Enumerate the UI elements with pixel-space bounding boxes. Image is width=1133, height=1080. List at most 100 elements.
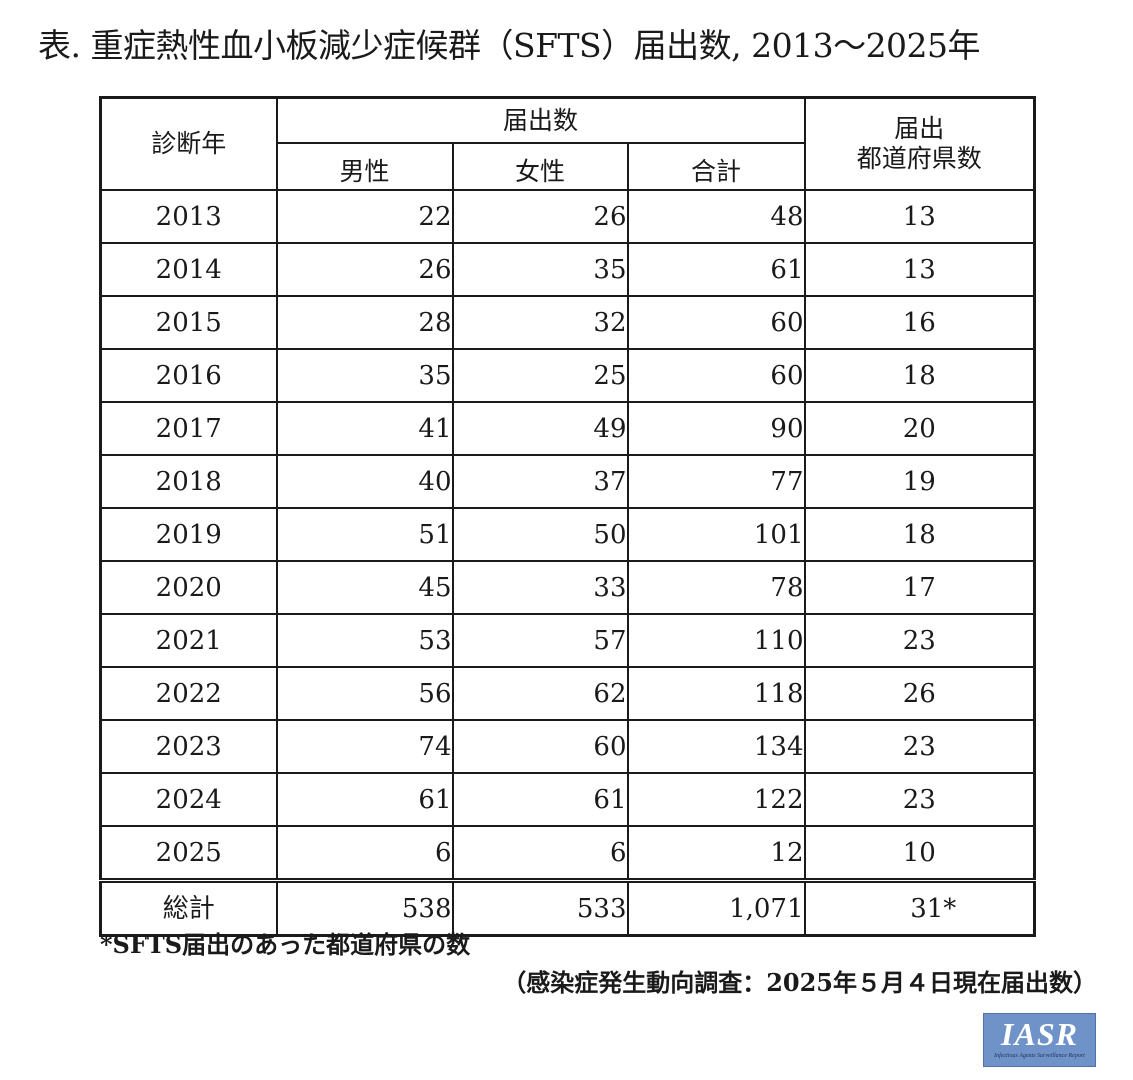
cell-female: 37 bbox=[451, 454, 629, 509]
cell-total: 48 bbox=[626, 189, 806, 244]
cell-total: 60 bbox=[626, 295, 806, 350]
cell-male: 74 bbox=[275, 719, 454, 774]
cell-total: 101 bbox=[626, 507, 806, 562]
header-prefectures: 届出 都道府県数 bbox=[803, 96, 1036, 191]
cell-year: 2017 bbox=[99, 401, 278, 456]
cell-prefectures: 20 bbox=[803, 401, 1036, 456]
cell-male: 41 bbox=[275, 401, 454, 456]
table-row: 2019 51 50 101 18 bbox=[99, 507, 1036, 562]
cell-total: 134 bbox=[626, 719, 806, 774]
cell-total: 110 bbox=[626, 613, 806, 668]
table-title: 表. 重症熱性血小板減少症候群（SFTS）届出数, 2013～2025年 bbox=[38, 26, 981, 65]
table-row: 2016 35 25 60 18 bbox=[99, 348, 1036, 403]
cell-female: 6 bbox=[451, 825, 629, 882]
cell-prefectures: 13 bbox=[803, 242, 1036, 297]
header-male: 男性 bbox=[275, 142, 454, 191]
cell-total: 77 bbox=[626, 454, 806, 509]
cell-year: 2021 bbox=[99, 613, 278, 668]
cell-prefectures: 19 bbox=[803, 454, 1036, 509]
cell-male: 22 bbox=[275, 189, 454, 244]
iasr-logo-subtitle: Infectious Agents Surveillance Report bbox=[994, 1053, 1085, 1059]
cell-female: 61 bbox=[451, 772, 629, 827]
table-row: 2015 28 32 60 16 bbox=[99, 295, 1036, 350]
cell-prefectures: 13 bbox=[803, 189, 1036, 244]
cell-year: 2019 bbox=[99, 507, 278, 562]
cell-total: 78 bbox=[626, 560, 806, 615]
header-row-top: 診断年 届出数 届出 都道府県数 bbox=[99, 96, 1036, 191]
header-row-bottom: 男性 女性 合計 bbox=[101, 142, 1035, 191]
cell-female: 49 bbox=[451, 401, 629, 456]
cell-male: 28 bbox=[275, 295, 454, 350]
cell-female: 26 bbox=[451, 189, 629, 244]
table-row: 2017 41 49 90 20 bbox=[99, 401, 1036, 456]
cell-prefectures: 10 bbox=[803, 825, 1036, 882]
cell-female: 50 bbox=[451, 507, 629, 562]
cell-prefectures: 16 bbox=[803, 295, 1036, 350]
grand-total-total: 1,071 bbox=[626, 878, 806, 937]
cell-year: 2014 bbox=[99, 242, 278, 297]
cell-prefectures: 23 bbox=[803, 719, 1036, 774]
cell-year: 2020 bbox=[99, 560, 278, 615]
header-female: 女性 bbox=[451, 142, 629, 191]
grand-total-prefectures: 31* bbox=[910, 893, 957, 924]
cell-male: 35 bbox=[275, 348, 454, 403]
cell-year: 2016 bbox=[99, 348, 278, 403]
header-year: 診断年 bbox=[99, 96, 278, 191]
table-row: 2023 74 60 134 23 bbox=[99, 719, 1036, 774]
header-prefectures-line1: 届出 bbox=[894, 114, 945, 143]
cell-total: 90 bbox=[626, 401, 806, 456]
cell-female: 62 bbox=[451, 666, 629, 721]
cell-prefectures: 18 bbox=[803, 348, 1036, 403]
cell-prefectures: 18 bbox=[803, 507, 1036, 562]
table-header: 診断年 届出数 届出 都道府県数 男性 女性 合計 bbox=[99, 96, 1036, 191]
cell-male: 40 bbox=[275, 454, 454, 509]
cell-year: 2013 bbox=[99, 189, 278, 244]
cell-female: 32 bbox=[451, 295, 629, 350]
cell-prefectures: 23 bbox=[803, 772, 1036, 827]
cell-male: 61 bbox=[275, 772, 454, 827]
grand-total-female: 533 bbox=[451, 878, 629, 937]
grand-total-prefectures-cell: 31* bbox=[803, 878, 1036, 937]
header-prefectures-line2: 都道府県数 bbox=[856, 144, 982, 173]
table-row: 2024 61 61 122 23 bbox=[99, 772, 1036, 827]
cell-female: 60 bbox=[451, 719, 629, 774]
cell-male: 26 bbox=[275, 242, 454, 297]
cell-male: 6 bbox=[275, 825, 454, 882]
cell-male: 53 bbox=[275, 613, 454, 668]
cell-total: 118 bbox=[626, 666, 806, 721]
table-row: 2025 6 6 12 10 bbox=[99, 825, 1036, 882]
table-body: 2013 22 26 48 13 2014 26 35 61 13 2015 2… bbox=[99, 189, 1036, 937]
cell-male: 51 bbox=[275, 507, 454, 562]
cell-total: 12 bbox=[626, 825, 806, 882]
table-row: 2014 26 35 61 13 bbox=[99, 242, 1036, 297]
source-note: （感染症発生動向調査：2025年５月４日現在届出数） bbox=[502, 968, 1097, 997]
table-row: 2013 22 26 48 13 bbox=[99, 189, 1036, 244]
grand-total-male: 538 bbox=[275, 878, 454, 937]
iasr-logo: IASR Infectious Agents Surveillance Repo… bbox=[983, 1013, 1096, 1067]
cell-year: 2022 bbox=[99, 666, 278, 721]
cell-year: 2024 bbox=[99, 772, 278, 827]
cell-total: 60 bbox=[626, 348, 806, 403]
cell-male: 45 bbox=[275, 560, 454, 615]
table-row: 2022 56 62 118 26 bbox=[99, 666, 1036, 721]
table-row: 2021 53 57 110 23 bbox=[99, 613, 1036, 668]
cell-female: 57 bbox=[451, 613, 629, 668]
table-row: 2018 40 37 77 19 bbox=[99, 454, 1036, 509]
cell-prefectures: 26 bbox=[803, 666, 1036, 721]
grand-total-row: 総計 538 533 1,071 31* bbox=[99, 878, 1036, 937]
sfts-report-table: 診断年 届出数 届出 都道府県数 男性 女性 合計 2013 22 26 48 1… bbox=[99, 96, 1036, 937]
cell-year: 2023 bbox=[99, 719, 278, 774]
cell-female: 33 bbox=[451, 560, 629, 615]
cell-year: 2018 bbox=[99, 454, 278, 509]
footnote: *SFTS届出のあった都道府県の数 bbox=[100, 930, 471, 959]
cell-prefectures: 17 bbox=[803, 560, 1036, 615]
cell-year: 2025 bbox=[99, 825, 278, 882]
cell-female: 35 bbox=[451, 242, 629, 297]
cell-year: 2015 bbox=[99, 295, 278, 350]
cell-prefectures: 23 bbox=[803, 613, 1036, 668]
table-row: 2020 45 33 78 17 bbox=[99, 560, 1036, 615]
header-total: 合計 bbox=[626, 142, 806, 191]
iasr-logo-text: IASR bbox=[1001, 1016, 1078, 1052]
cell-female: 25 bbox=[451, 348, 629, 403]
cell-male: 56 bbox=[275, 666, 454, 721]
